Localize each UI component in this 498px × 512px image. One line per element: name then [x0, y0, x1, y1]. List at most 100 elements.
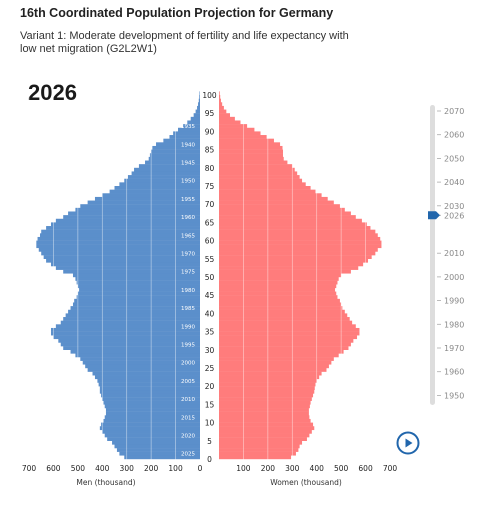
bar-women-age-42 — [219, 302, 342, 307]
bar-women-age-76 — [219, 178, 303, 183]
play-button[interactable] — [396, 431, 420, 455]
slider-label-2050[interactable]: 2050 — [444, 154, 464, 163]
bar-women-age-55 — [219, 255, 372, 259]
bar-women-age-63 — [219, 226, 371, 230]
bar-men-age-75 — [119, 182, 200, 187]
bar-men-age-11 — [104, 415, 200, 420]
slider-label-1960[interactable]: 1960 — [444, 368, 464, 377]
slider-label-1950[interactable]: 1950 — [444, 391, 464, 400]
bar-men-age-91 — [182, 124, 200, 128]
slider-label-2030[interactable]: 2030 — [444, 202, 464, 211]
bar-men-age-89 — [173, 131, 200, 136]
birth-year-2020: 2020 — [181, 434, 195, 440]
bar-men-age-8 — [99, 426, 200, 431]
bar-women-age-22 — [219, 375, 320, 380]
bar-men-age-55 — [43, 255, 201, 259]
x-tick-5: 200 — [144, 464, 159, 473]
age-tick-90: 90 — [205, 127, 215, 136]
bar-women-age-31 — [219, 342, 351, 347]
slider-label-2040[interactable]: 2040 — [444, 178, 464, 187]
bar-men-age-67 — [68, 211, 200, 216]
bar-men-age-56 — [41, 251, 200, 256]
bar-men-age-92 — [187, 120, 200, 125]
bar-men-age-60 — [37, 236, 200, 241]
bar-men-age-87 — [163, 138, 200, 143]
bar-women-age-79 — [219, 167, 295, 172]
age-tick-45: 45 — [205, 291, 215, 300]
birth-year-2010: 2010 — [181, 397, 195, 403]
x-tick-7: 0 — [198, 464, 203, 473]
bar-men-age-48 — [76, 280, 200, 285]
bar-men-age-88 — [169, 135, 200, 139]
bar-men-age-58 — [36, 244, 201, 249]
slider-label-1980[interactable]: 1980 — [444, 320, 464, 329]
bar-women-age-84 — [219, 149, 284, 154]
bar-men-age-39 — [65, 313, 201, 318]
bar-men-age-44 — [76, 295, 200, 300]
bar-men-age-81 — [145, 160, 200, 165]
bar-men-age-25 — [85, 364, 200, 369]
bar-men-age-51 — [63, 269, 201, 274]
bar-women-age-40 — [219, 309, 345, 314]
bar-women-age-89 — [219, 131, 261, 136]
bar-women-age-4 — [219, 440, 303, 445]
bar-men-age-13 — [105, 408, 200, 412]
bar-men-age-50 — [72, 273, 200, 278]
slider-thumb-marker[interactable] — [428, 211, 440, 220]
bar-men-age-73 — [109, 189, 200, 194]
bar-women-age-47 — [219, 284, 337, 289]
bar-men-age-79 — [134, 167, 200, 172]
bar-women-age-100 — [219, 91, 220, 96]
bar-women-age-83 — [219, 153, 284, 158]
bar-men-age-68 — [75, 207, 200, 212]
bar-men-age-10 — [103, 418, 200, 423]
bar-women-age-81 — [219, 160, 288, 165]
bar-women-age-2 — [219, 448, 299, 452]
bar-men-age-30 — [63, 346, 201, 350]
bar-women-age-15 — [219, 400, 311, 405]
bar-women-age-69 — [219, 204, 340, 209]
slider-label-1990[interactable]: 1990 — [444, 297, 464, 306]
age-tick-85: 85 — [205, 146, 215, 155]
age-tick-75: 75 — [205, 182, 215, 191]
bar-women-age-54 — [219, 258, 369, 263]
bar-men-age-62 — [41, 229, 200, 234]
bar-women-age-78 — [219, 171, 298, 176]
bar-men-age-97 — [198, 102, 200, 107]
bar-men-age-86 — [156, 142, 200, 147]
x-tick-11: 400 — [310, 464, 325, 473]
bar-women-age-48 — [219, 280, 338, 285]
slider-track[interactable] — [430, 105, 435, 405]
bar-men-age-76 — [124, 178, 200, 183]
slider-label-2070[interactable]: 2070 — [444, 107, 464, 116]
bar-men-age-61 — [39, 233, 200, 238]
bar-women-age-34 — [219, 331, 360, 336]
slider-label-1970[interactable]: 1970 — [444, 344, 464, 353]
bar-men-age-15 — [103, 400, 200, 405]
bar-women-age-95 — [219, 109, 227, 114]
bar-men-age-46 — [79, 287, 200, 292]
bar-men-age-40 — [68, 309, 200, 314]
bar-women-age-0 — [219, 455, 292, 460]
bar-men-age-71 — [94, 196, 200, 201]
bar-women-age-77 — [219, 175, 300, 179]
slider-label-2060[interactable]: 2060 — [444, 131, 464, 140]
bar-men-age-47 — [77, 284, 200, 289]
bar-men-age-32 — [58, 338, 200, 343]
bar-women-age-30 — [219, 346, 349, 350]
bar-women-age-45 — [219, 291, 337, 296]
slider-thumb[interactable] — [428, 211, 440, 220]
age-tick-80: 80 — [205, 164, 215, 173]
bar-women-age-43 — [219, 298, 340, 303]
bar-women-age-68 — [219, 207, 345, 212]
x-tick-12: 500 — [334, 464, 349, 473]
x-tick-3: 400 — [95, 464, 110, 473]
slider-label-2026[interactable]: 2026 — [444, 211, 464, 220]
slider-label-2010[interactable]: 2010 — [444, 249, 464, 258]
age-axis: 0 5 10 15 20 25 30 35 40 45 50 55 60 65 70 75 80 85 90 95 10… — [202, 91, 217, 464]
bar-women-age-93 — [219, 116, 235, 121]
slider-label-2000[interactable]: 2000 — [444, 273, 464, 282]
age-tick-70: 70 — [205, 200, 215, 209]
bar-women-age-99 — [219, 95, 221, 99]
